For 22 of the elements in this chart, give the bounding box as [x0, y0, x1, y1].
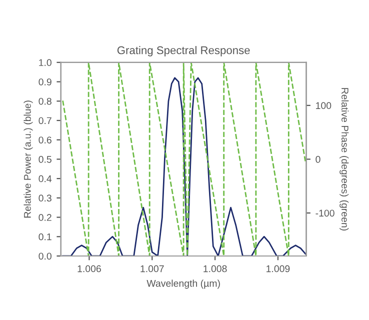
- y-tick-label: 0.7: [38, 117, 52, 124]
- y-tick-label: 0.8: [38, 98, 52, 105]
- y-tick-label: 0.5: [38, 156, 52, 163]
- x-tick-label: 1.007: [140, 265, 164, 272]
- y-tick-label: 1.0: [39, 59, 52, 66]
- x-tick-label: 1.008: [204, 265, 227, 272]
- x-tick-label: 1.006: [78, 265, 101, 272]
- y2-tick-label: -100: [316, 210, 334, 217]
- y2-axis-title: Relative Phase (degrees) (green): [340, 88, 349, 230]
- y-tick-label: 0.4: [38, 175, 52, 182]
- x-tick-label: 1.009: [266, 265, 290, 272]
- y-axis-title: Relative Power (a.u.) (blue): [24, 100, 33, 218]
- y-tick-label: 0.6: [38, 136, 52, 144]
- y-tick-label: 0.1: [38, 233, 52, 240]
- y-tick-label: 0.0: [38, 252, 52, 260]
- x-axis-title: Wavelength (µm): [146, 280, 220, 289]
- y-tick-label: 0.2: [38, 214, 52, 221]
- y-tick-label: 0.3: [38, 194, 52, 202]
- y2-tick-label: 100: [316, 102, 332, 110]
- y2-tick-label: 0: [316, 156, 320, 163]
- chart-title: Grating Spectral Response: [117, 46, 250, 56]
- y-tick-label: 0.9: [38, 78, 52, 86]
